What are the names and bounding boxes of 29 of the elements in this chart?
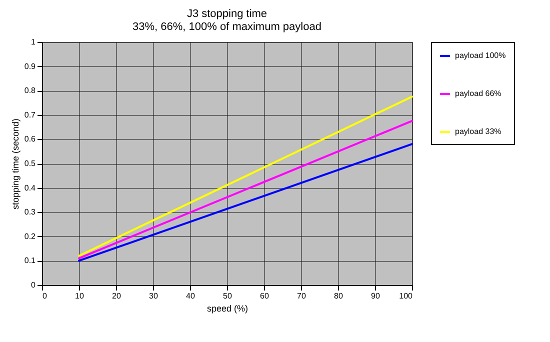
y-tick-label: 0.8 (24, 86, 36, 96)
y-tick-label: 0 (31, 280, 36, 290)
x-tick-label: 20 (112, 292, 122, 300)
x-tick-label: 0 (42, 292, 48, 300)
x-tick-label: 90 (371, 292, 380, 300)
legend-label: payload 33% (455, 127, 502, 136)
legend-label: payload 66% (455, 89, 502, 98)
x-tick-label: 50 (223, 292, 232, 300)
x-tick-label: 80 (334, 292, 344, 300)
y-tick-label: 0.7 (24, 110, 36, 120)
y-tick-label: 0.4 (24, 183, 36, 192)
x-tick-label: 40 (186, 292, 196, 300)
y-tick-label: 0.3 (24, 208, 36, 217)
x-tick-label: 70 (297, 292, 306, 300)
y-axis-title: stopping time (second) (10, 118, 20, 210)
y-tick-label: 0.9 (24, 62, 36, 71)
y-tick-label: 0.5 (24, 159, 36, 168)
x-tick-label: 30 (149, 292, 158, 300)
chart-subtitle: 33%, 66%, 100% of maximum payload (132, 21, 322, 33)
y-tick-label: 0.6 (24, 134, 36, 144)
x-tick-label: 10 (75, 292, 84, 300)
legend-label: payload 100% (455, 51, 506, 60)
y-tick-label: 0.2 (24, 232, 36, 241)
x-axis-title: speed (%) (206, 304, 248, 314)
x-tick-label: 60 (260, 292, 270, 300)
y-tick-label: 1 (31, 38, 36, 46)
chart-title: J3 stopping time (186, 8, 268, 20)
x-tick-label: 100 (399, 292, 414, 300)
y-tick-label: 0.1 (24, 256, 36, 266)
